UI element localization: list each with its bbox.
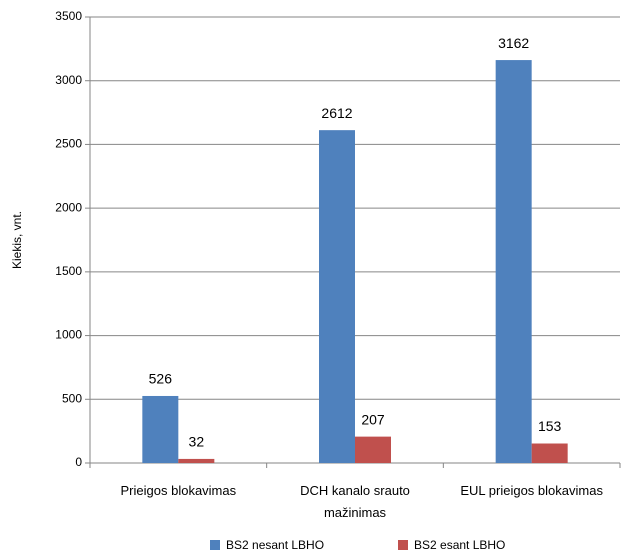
bar (142, 395, 179, 463)
y-tick-label: 500 (62, 391, 82, 405)
y-tick-label: 1000 (55, 328, 82, 342)
legend-swatch (210, 540, 220, 550)
data-label: 526 (149, 371, 173, 387)
legend-item: BS2 esant LBHO (398, 538, 505, 552)
y-tick-label: 2000 (55, 200, 82, 214)
y-tick-label: 1500 (55, 264, 82, 278)
x-tick-label: DCH kanalo srauto mažinimas (300, 483, 410, 520)
y-tick-label: 3500 (55, 9, 82, 23)
data-label: 3162 (498, 35, 529, 51)
bar (319, 130, 355, 464)
bar (355, 436, 391, 463)
y-tick-label: 0 (75, 455, 82, 469)
legend-label: BS2 esant LBHO (414, 538, 506, 552)
y-axis-label: Kiekis, vnt. (10, 211, 24, 269)
data-label: 153 (538, 418, 562, 434)
bar (495, 60, 532, 463)
data-label: 207 (361, 411, 385, 427)
x-tick-label: Prieigos blokavimas (120, 483, 237, 498)
legend-item: BS2 nesant LBHO (210, 538, 324, 552)
data-label: 32 (189, 434, 205, 450)
y-tick-label: 3000 (55, 73, 82, 87)
x-tick-label: EUL prieigos blokavimas (460, 483, 603, 498)
legend-label: BS2 nesant LBHO (226, 538, 325, 552)
y-tick-label: 2500 (55, 137, 82, 151)
bar (178, 458, 215, 463)
bar (531, 443, 568, 463)
legend-swatch (398, 540, 408, 550)
data-label: 2612 (321, 105, 352, 121)
